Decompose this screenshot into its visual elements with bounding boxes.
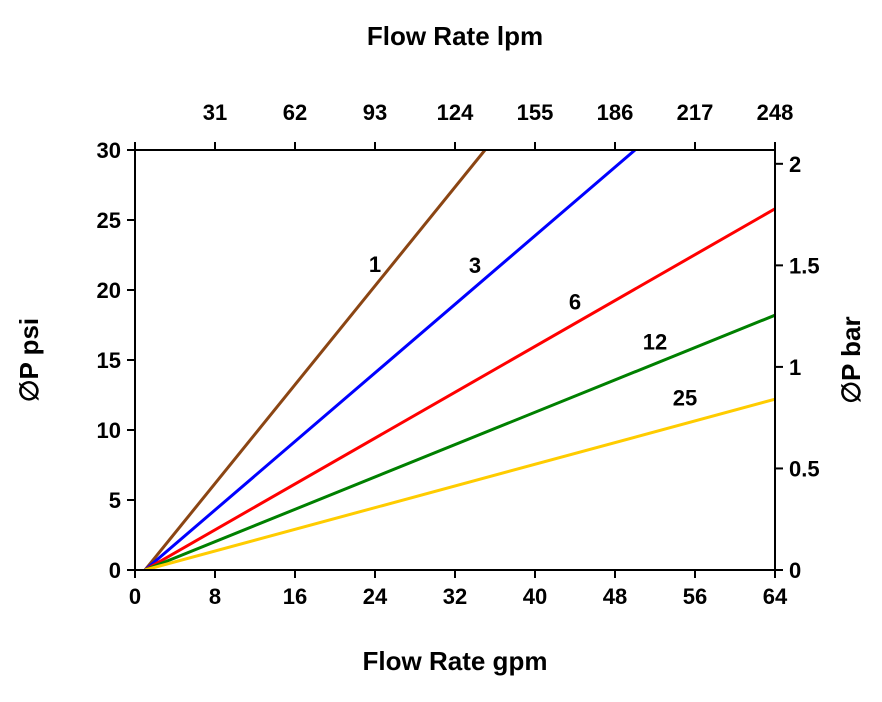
y-left-tick-label: 20 <box>97 278 121 303</box>
x-bottom-title: Flow Rate gpm <box>363 646 548 676</box>
y-right-tick-label: 1 <box>789 355 801 380</box>
y-right-tick-label: 0 <box>789 558 801 583</box>
x-top-tick-label: 93 <box>363 100 387 125</box>
x-top-tick-label: 62 <box>283 100 307 125</box>
x-bottom-tick-label: 16 <box>283 584 307 609</box>
x-bottom-tick-label: 64 <box>763 584 788 609</box>
y-left-tick-label: 25 <box>97 208 121 233</box>
chart-svg: 0816243240485664316293124155186217248051… <box>0 0 882 702</box>
y-left-tick-label: 5 <box>109 488 121 513</box>
y-right-title: ∅P bar <box>836 316 866 403</box>
x-top-tick-label: 124 <box>437 100 474 125</box>
x-top-tick-label: 186 <box>597 100 634 125</box>
y-right-tick-label: 1.5 <box>789 253 820 278</box>
pressure-flow-chart: 0816243240485664316293124155186217248051… <box>0 0 882 702</box>
x-top-tick-label: 217 <box>677 100 714 125</box>
y-left-title: ∅P psi <box>14 318 44 402</box>
y-right-tick-label: 2 <box>789 152 801 177</box>
series-label-6: 6 <box>569 289 581 314</box>
x-bottom-tick-label: 32 <box>443 584 467 609</box>
x-top-tick-label: 31 <box>203 100 227 125</box>
x-bottom-tick-label: 8 <box>209 584 221 609</box>
y-left-tick-label: 10 <box>97 418 121 443</box>
series-label-12: 12 <box>643 330 667 355</box>
x-top-tick-label: 248 <box>757 100 794 125</box>
x-bottom-tick-label: 48 <box>603 584 627 609</box>
series-label-1: 1 <box>369 252 381 277</box>
x-top-tick-label: 155 <box>517 100 554 125</box>
x-bottom-tick-label: 24 <box>363 584 388 609</box>
y-left-tick-label: 30 <box>97 138 121 163</box>
y-left-tick-label: 15 <box>97 348 121 373</box>
x-bottom-tick-label: 40 <box>523 584 547 609</box>
series-label-3: 3 <box>469 253 481 278</box>
x-top-title: Flow Rate lpm <box>367 21 543 51</box>
y-left-tick-label: 0 <box>109 558 121 583</box>
series-label-25: 25 <box>673 386 697 411</box>
x-bottom-tick-label: 0 <box>129 584 141 609</box>
x-bottom-tick-label: 56 <box>683 584 707 609</box>
y-right-tick-label: 0.5 <box>789 456 820 481</box>
